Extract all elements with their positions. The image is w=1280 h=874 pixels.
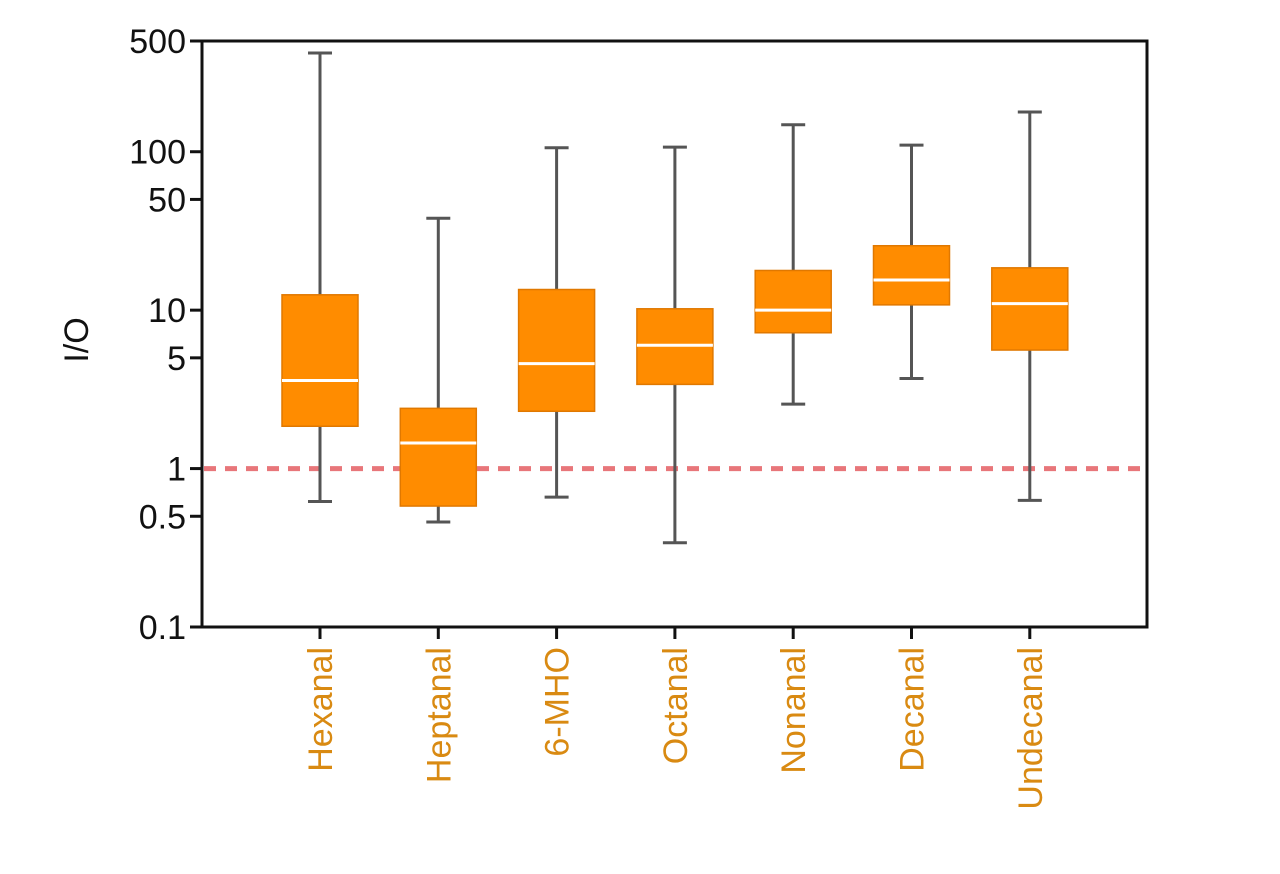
iqr-box xyxy=(872,244,951,306)
y-tick-label: 100 xyxy=(129,134,186,172)
y-tick-label: 500 xyxy=(129,23,186,61)
box-decanal xyxy=(872,143,951,381)
iqr-box xyxy=(399,407,478,507)
box-heptanal xyxy=(399,216,478,524)
box-hexanal xyxy=(281,51,359,503)
y-axis-title: I/O xyxy=(58,317,96,362)
y-tick-label: 0.5 xyxy=(139,498,186,536)
box-undecanal xyxy=(991,110,1069,502)
x-tick-label: Heptanal xyxy=(420,647,458,783)
x-tick-label: Octanal xyxy=(657,647,695,764)
y-axis: 500 100 50 10 5 1 0.5 0.1 xyxy=(129,23,202,647)
boxes-layer xyxy=(281,51,1069,545)
iqr-box xyxy=(281,294,359,428)
x-axis: Hexanal Heptanal 6-MHO Octanal Nonanal Decana… xyxy=(302,627,1050,810)
iqr-box xyxy=(754,269,832,334)
y-tick-label: 5 xyxy=(167,340,186,378)
box-6-mho xyxy=(517,146,596,499)
x-tick-label: Decanal xyxy=(894,647,932,772)
y-tick-label: 10 xyxy=(148,292,186,330)
y-tick-label: 50 xyxy=(148,181,186,219)
x-tick-label: 6-MHO xyxy=(539,647,577,757)
x-tick-label: Undecanal xyxy=(1012,647,1050,810)
x-tick-label: Nonanal xyxy=(775,647,813,774)
iqr-box xyxy=(517,288,596,413)
box-nonanal xyxy=(754,123,832,406)
y-tick-label: 1 xyxy=(167,451,186,489)
iqr-box xyxy=(991,267,1069,351)
y-tick-label: 0.1 xyxy=(139,609,186,647)
box-octanal xyxy=(636,145,714,545)
x-tick-label: Hexanal xyxy=(302,647,340,772)
